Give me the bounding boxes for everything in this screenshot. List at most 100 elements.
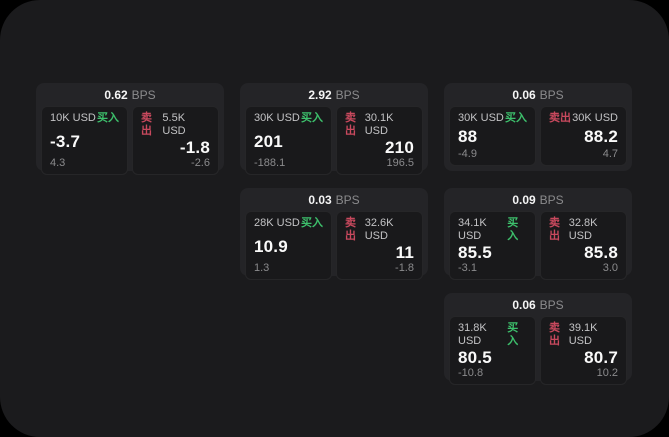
bps-unit-label: BPS <box>335 87 360 102</box>
bps-value: 0.06 <box>512 87 536 102</box>
sell-size: 39.1K USD <box>568 322 598 347</box>
buy-panel[interactable]: 10K USD 买入 -3.7 4.3 <box>41 106 128 175</box>
sell-panel-top: 卖出 5.5K USD <box>141 112 210 138</box>
bps-value: 0.62 <box>104 87 128 102</box>
sell-delta: 3.0 <box>602 262 618 274</box>
buy-panel[interactable]: 31.8K USD 买入 80.5 -10.8 <box>449 316 536 385</box>
quote-card: 0.06 BPS 30K USD 买入 88 -4.9 卖出 30K USD <box>444 83 632 171</box>
buy-panel-top: 34.1K USD 买入 <box>458 217 527 243</box>
sell-delta: 10.2 <box>596 367 618 379</box>
sell-panel[interactable]: 卖出 30K USD 88.2 4.7 <box>540 106 627 166</box>
card-header: 0.09 BPS <box>449 188 627 211</box>
buy-size: 30K USD <box>458 112 504 124</box>
buy-delta: 4.3 <box>50 157 66 169</box>
panels: 30K USD 买入 88 -4.9 卖出 30K USD 88.2 4.7 <box>449 106 627 166</box>
sell-panel-top: 卖出 39.1K USD <box>549 322 618 348</box>
sell-side-label: 卖出 <box>141 112 152 137</box>
card-header: 0.06 BPS <box>449 293 627 316</box>
quote-card: 0.09 BPS 34.1K USD 买入 85.5 -3.1 卖出 32.8K… <box>444 188 632 280</box>
buy-size: 10K USD <box>50 112 96 124</box>
bps-value: 0.09 <box>512 192 536 207</box>
sell-price: 80.7 <box>584 348 618 367</box>
buy-size: 28K USD <box>254 217 300 229</box>
buy-price: 80.5 <box>458 348 492 367</box>
sell-side-label: 卖出 <box>345 217 356 242</box>
sell-side-label: 卖出 <box>345 112 356 137</box>
sell-price: 11 <box>395 243 414 262</box>
sell-size: 30.1K USD <box>364 112 394 137</box>
card-header: 0.06 BPS <box>449 83 627 106</box>
buy-side-label: 买入 <box>507 217 519 242</box>
sell-panel-top: 卖出 30.1K USD <box>345 112 414 138</box>
buy-size: 34.1K USD <box>458 217 487 242</box>
bps-unit-label: BPS <box>131 87 156 102</box>
buy-price: 88 <box>458 127 478 146</box>
quote-card: 0.62 BPS 10K USD 买入 -3.7 4.3 卖出 5.5K USD <box>36 83 224 175</box>
bps-value: 0.06 <box>512 297 536 312</box>
sell-side-label: 卖出 <box>549 217 560 242</box>
sell-size: 32.6K USD <box>364 217 394 242</box>
buy-price: 85.5 <box>458 243 492 262</box>
buy-delta: -10.8 <box>458 367 484 379</box>
buy-panel[interactable]: 30K USD 买入 201 -188.1 <box>245 106 332 175</box>
buy-side-label: 买入 <box>301 217 323 229</box>
buy-panel-top: 31.8K USD 买入 <box>458 322 527 348</box>
card-header: 0.03 BPS <box>245 188 423 211</box>
buy-side-label: 买入 <box>97 112 119 124</box>
buy-price: 201 <box>254 131 283 151</box>
sell-delta: -1.8 <box>395 262 414 274</box>
panels: 34.1K USD 买入 85.5 -3.1 卖出 32.8K USD 85.8… <box>449 211 627 280</box>
panels: 28K USD 买入 10.9 1.3 卖出 32.6K USD 11 -1.8 <box>245 211 423 280</box>
sell-panel-top: 卖出 32.6K USD <box>345 217 414 243</box>
buy-delta: 1.3 <box>254 262 270 274</box>
buy-side-label: 买入 <box>505 112 527 124</box>
sell-panel[interactable]: 卖出 39.1K USD 80.7 10.2 <box>540 316 627 385</box>
sell-side-label: 卖出 <box>549 322 560 347</box>
card-header: 2.92 BPS <box>245 83 423 106</box>
buy-panel-top: 30K USD 买入 <box>254 112 323 125</box>
bps-unit-label: BPS <box>539 87 564 102</box>
buy-delta: -4.9 <box>458 148 477 160</box>
buy-panel-top: 28K USD 买入 <box>254 217 323 230</box>
sell-panel[interactable]: 卖出 32.6K USD 11 -1.8 <box>336 211 423 280</box>
sell-delta: -2.6 <box>191 157 210 169</box>
buy-price: 10.9 <box>254 236 288 256</box>
bps-unit-label: BPS <box>539 192 564 207</box>
buy-panel[interactable]: 28K USD 买入 10.9 1.3 <box>245 211 332 280</box>
sell-panel[interactable]: 卖出 30.1K USD 210 196.5 <box>336 106 423 175</box>
sell-size: 32.8K USD <box>568 217 598 242</box>
quote-cards-grid: 0.62 BPS 10K USD 买入 -3.7 4.3 卖出 5.5K USD <box>36 83 632 385</box>
panels: 31.8K USD 买入 80.5 -10.8 卖出 39.1K USD 80.… <box>449 316 627 385</box>
sell-side-label: 卖出 <box>549 112 571 124</box>
sell-price: 210 <box>385 138 414 157</box>
panels: 30K USD 买入 201 -188.1 卖出 30.1K USD 210 1… <box>245 106 423 175</box>
sell-panel-top: 卖出 30K USD <box>549 112 618 125</box>
buy-size: 30K USD <box>254 112 300 124</box>
buy-side-label: 买入 <box>507 322 519 347</box>
sell-price: 85.8 <box>584 243 618 262</box>
sell-panel[interactable]: 卖出 5.5K USD -1.8 -2.6 <box>132 106 219 175</box>
buy-panel[interactable]: 34.1K USD 买入 85.5 -3.1 <box>449 211 536 280</box>
card-header: 0.62 BPS <box>41 83 219 106</box>
sell-size: 5.5K USD <box>162 112 186 137</box>
buy-price: -3.7 <box>50 131 81 151</box>
quote-card: 0.06 BPS 31.8K USD 买入 80.5 -10.8 卖出 39.1… <box>444 293 632 385</box>
panels: 10K USD 买入 -3.7 4.3 卖出 5.5K USD -1.8 -2.… <box>41 106 219 175</box>
bps-unit-label: BPS <box>335 192 360 207</box>
buy-delta: -188.1 <box>254 157 286 169</box>
buy-panel[interactable]: 30K USD 买入 88 -4.9 <box>449 106 536 166</box>
sell-size: 30K USD <box>572 112 618 124</box>
buy-delta: -3.1 <box>458 262 477 274</box>
sell-panel-top: 卖出 32.8K USD <box>549 217 618 243</box>
bps-value: 2.92 <box>308 87 332 102</box>
buy-panel-top: 10K USD 买入 <box>50 112 119 125</box>
buy-side-label: 买入 <box>301 112 323 124</box>
bps-unit-label: BPS <box>539 297 564 312</box>
sell-panel[interactable]: 卖出 32.8K USD 85.8 3.0 <box>540 211 627 280</box>
buy-panel-top: 30K USD 买入 <box>458 112 527 125</box>
quote-card: 0.03 BPS 28K USD 买入 10.9 1.3 卖出 32.6K US… <box>240 188 428 280</box>
buy-size: 31.8K USD <box>458 322 487 347</box>
quote-card: 2.92 BPS 30K USD 买入 201 -188.1 卖出 30.1K … <box>240 83 428 175</box>
bps-value: 0.03 <box>308 192 332 207</box>
